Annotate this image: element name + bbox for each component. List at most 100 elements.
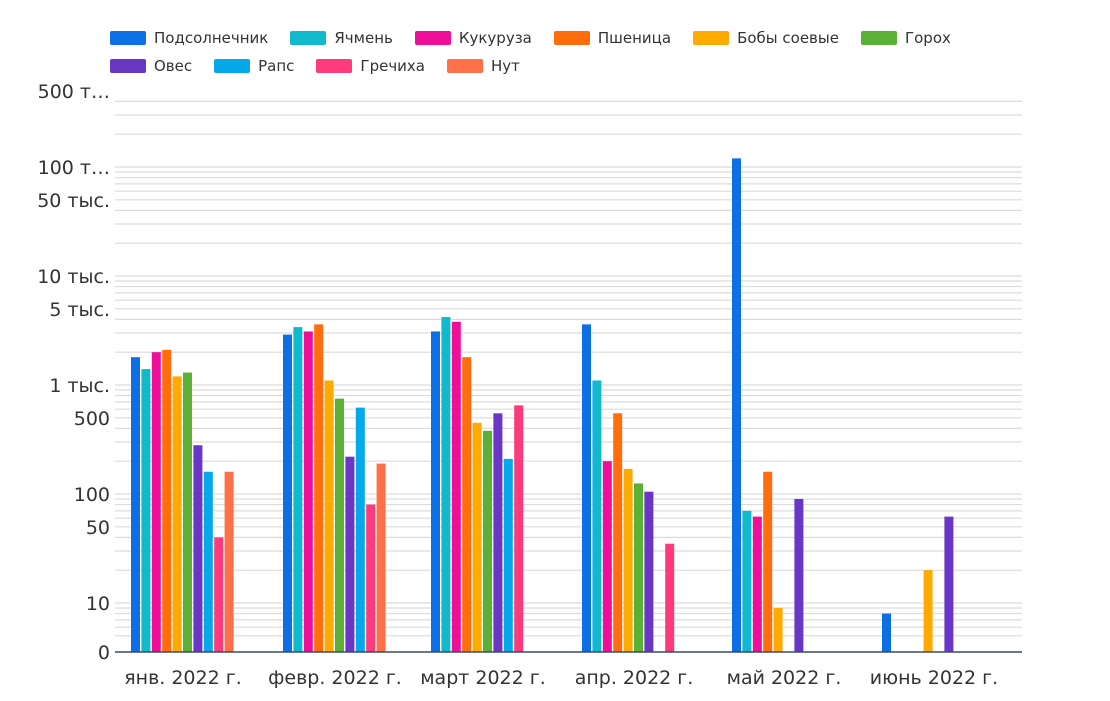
x-axis: янв. 2022 г. февр. 2022 г. март 2022 г. апр… <box>124 667 998 689</box>
legend-swatch <box>414 31 451 45</box>
bar <box>592 380 602 652</box>
grid <box>115 100 1022 637</box>
x-tick-label: июнь 2022 г. <box>870 667 998 689</box>
y-tick-label: 0 <box>98 642 110 664</box>
bar <box>214 537 224 652</box>
legend-swatch <box>553 31 590 45</box>
legend-swatch <box>110 59 146 73</box>
bar <box>613 413 623 652</box>
y-tick-label: 100 т… <box>38 157 110 179</box>
bar <box>794 498 804 652</box>
y-tick-label: 100 <box>74 484 110 506</box>
bar <box>644 491 654 652</box>
legend-label: Кукуруза <box>458 29 532 47</box>
legend-item[interactable]: Бобы соевые <box>693 29 839 47</box>
bar <box>172 376 182 652</box>
x-tick-label: апр. 2022 г. <box>575 667 694 689</box>
x-tick-label: март 2022 г. <box>420 667 546 689</box>
x-tick-label: май 2022 г. <box>727 667 842 689</box>
legend-item[interactable]: Кукуруза <box>414 29 532 47</box>
legend-item[interactable]: Ячмень <box>290 29 393 47</box>
x-tick-label: февр. 2022 г. <box>268 667 402 689</box>
bar <box>773 607 783 652</box>
bar <box>462 357 472 652</box>
y-axis: 500 т… 100 т… 50 тыс. 10 тыс. 5 тыс. 1 тыс. 50… <box>37 81 110 664</box>
bar <box>224 471 234 652</box>
legend-label: Рапс <box>258 57 295 75</box>
bar <box>752 516 762 652</box>
y-tick-label: 1 тыс. <box>49 375 110 397</box>
bars <box>131 158 954 652</box>
bar <box>366 504 376 652</box>
legend-label: Бобы соевые <box>737 29 839 47</box>
bar <box>355 407 365 652</box>
bar <box>441 317 451 652</box>
legend-item[interactable]: Овес <box>110 57 192 75</box>
bar <box>602 461 612 652</box>
y-tick-label: 50 тыс. <box>37 190 110 212</box>
bar <box>376 463 386 652</box>
x-tick-label: янв. 2022 г. <box>124 667 242 689</box>
legend-label: Гречиха <box>360 57 425 75</box>
legend-item[interactable]: Горох <box>860 29 951 47</box>
bar <box>451 321 461 652</box>
bar <box>514 405 524 652</box>
y-tick-label: 5 тыс. <box>49 299 110 321</box>
bar <box>493 413 503 652</box>
y-tick-label: 10 тыс. <box>37 266 110 288</box>
bar <box>763 471 773 652</box>
bar <box>483 430 492 652</box>
y-tick-label: 500 <box>74 408 110 430</box>
bar <box>293 327 303 652</box>
bar <box>193 445 203 652</box>
bar <box>314 324 324 652</box>
bar <box>141 369 151 652</box>
bar <box>582 324 591 652</box>
bar <box>472 422 482 652</box>
legend-label: Ячмень <box>334 29 393 47</box>
legend-swatch <box>110 31 146 45</box>
legend-item[interactable]: Подсолнечник <box>110 29 268 47</box>
bar <box>151 352 161 652</box>
bar <box>923 570 933 652</box>
bar <box>283 334 292 652</box>
legend-label: Горох <box>904 29 951 47</box>
bar <box>431 331 440 652</box>
legend: Подсолнечник Ячмень Кукуруза Пшеница Боб… <box>110 24 1070 80</box>
legend-item[interactable]: Пшеница <box>553 29 672 47</box>
bar <box>335 398 344 652</box>
bar <box>345 456 355 652</box>
legend-swatch <box>860 31 897 45</box>
bar <box>203 471 213 652</box>
legend-label: Пшеница <box>597 29 672 47</box>
legend-item[interactable]: Нут <box>447 57 520 75</box>
bar <box>882 613 891 652</box>
bar <box>944 516 954 652</box>
bar <box>634 483 643 652</box>
legend-item[interactable]: Рапс <box>214 57 294 75</box>
legend-swatch <box>447 59 483 73</box>
bar <box>183 372 192 652</box>
legend-row: Подсолнечник Ячмень Кукуруза Пшеница Боб… <box>110 24 1070 52</box>
legend-label: Овес <box>154 57 193 75</box>
bar <box>665 543 675 652</box>
legend-label: Подсолнечник <box>154 29 269 47</box>
bar <box>623 468 633 652</box>
legend-swatch <box>290 31 327 45</box>
legend-swatch <box>214 59 251 73</box>
y-tick-label: 50 <box>86 517 110 539</box>
legend-item[interactable]: Гречиха <box>316 57 425 75</box>
bar <box>324 380 334 652</box>
y-tick-label: 500 т… <box>38 81 110 103</box>
bar <box>742 510 752 652</box>
y-tick-label: 10 <box>86 593 110 615</box>
bar <box>732 158 741 652</box>
legend-swatch <box>693 31 730 45</box>
bar <box>131 357 140 652</box>
bar <box>162 349 172 652</box>
legend-row: Овес Рапс Гречиха Нут <box>110 52 1070 80</box>
bar <box>503 458 513 652</box>
bar <box>303 331 313 652</box>
